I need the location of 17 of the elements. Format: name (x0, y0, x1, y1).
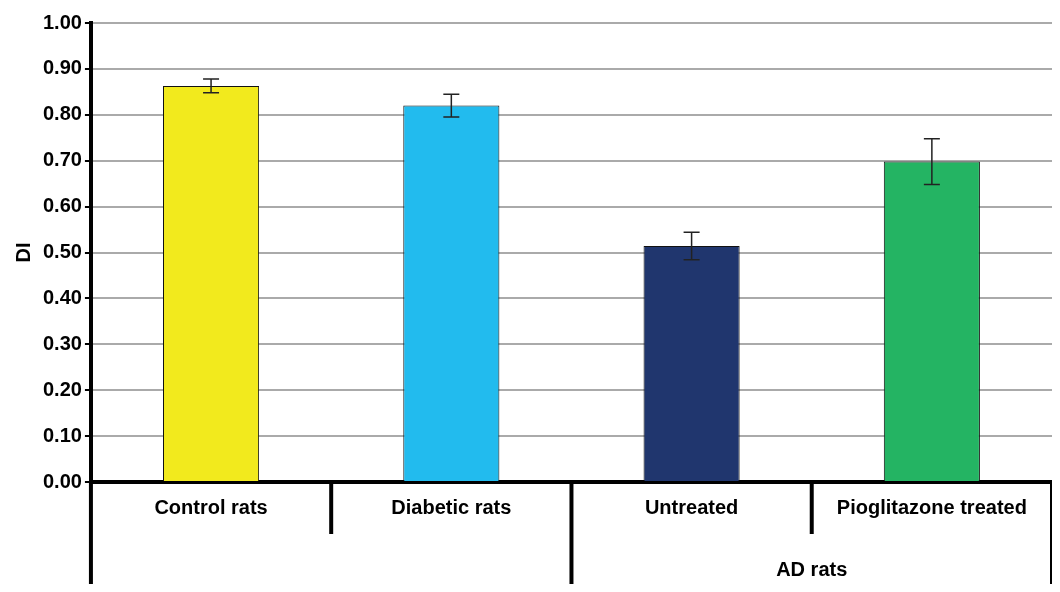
y-tick-label: 0.30 (42, 331, 82, 354)
y-tick-label: 0.50 (42, 240, 82, 263)
y-tick-label: 0.90 (42, 56, 82, 79)
y-tick-label: 0.60 (42, 194, 82, 217)
x-tick-label: Diabetic rats (391, 495, 512, 518)
y-tick-label: 0.80 (42, 102, 82, 125)
x-tick-label: Untreated (644, 495, 739, 518)
y-tick-label: 0.00 (42, 469, 82, 492)
y-tick-label: 1.00 (42, 10, 82, 33)
text: AD rats (776, 557, 848, 580)
x-tick-label: Pioglitazone treated (836, 495, 1027, 518)
y-tick-label: 0.20 (42, 377, 82, 400)
x-tick-label: Control rats (154, 495, 268, 518)
y-tick-label: 0.40 (42, 285, 82, 308)
y-tick-label: 0.10 (42, 423, 82, 446)
y-tick-label: 0.70 (42, 148, 82, 171)
y-axis-title: DI (11, 242, 34, 263)
